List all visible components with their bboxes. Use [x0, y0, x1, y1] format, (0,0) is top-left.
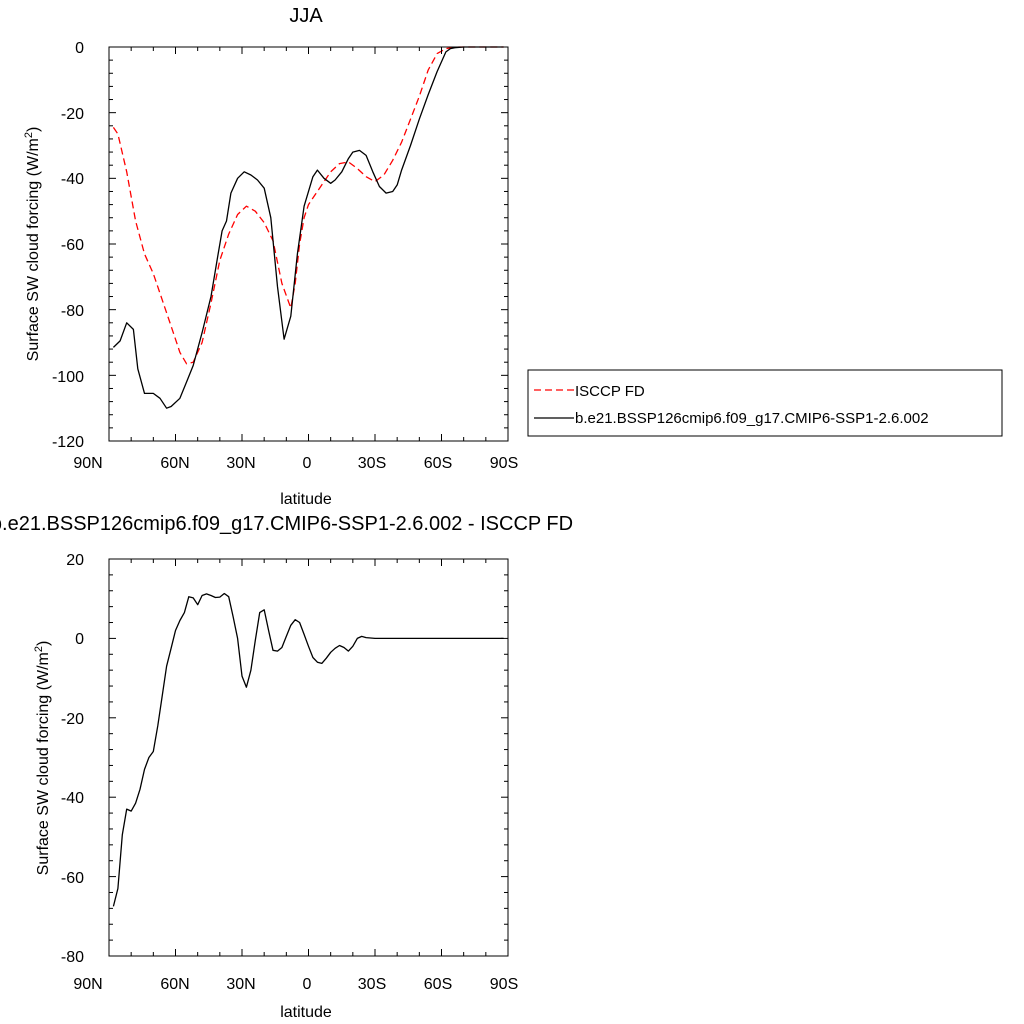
bottom-plot-frame [108, 558, 509, 957]
bottom-x-tick-label-30S: 30S [358, 976, 386, 993]
top-x-tick-label-60N: 60N [160, 455, 189, 472]
top-axis-ticks [108, 46, 509, 442]
top-x-axis-title: latitude [280, 491, 332, 508]
top-y-tick-label-minus40: -40 [61, 171, 84, 188]
bottom-y-axis-title-main: Surface SW cloud forcing (W/m [35, 652, 52, 875]
legend: ISCCP FD b.e21.BSSP126cmip6.f09_g17.CMIP… [527, 369, 1003, 437]
top-y-tick-label-minus80: -80 [61, 303, 84, 320]
bottom-y-tick-label-minus60: -60 [61, 870, 84, 887]
top-series-line-1 [112, 46, 504, 409]
bottom-y-tick-label-0: 0 [75, 631, 84, 648]
bottom-y-tick-label-minus80: -80 [61, 949, 84, 966]
bottom-y-axis-title: Surface SW cloud forcing (W/m2) [33, 641, 52, 876]
top-y-tick-label-0: 0 [75, 40, 84, 57]
legend-label-model: b.e21.BSSP126cmip6.f09_g17.CMIP6-SSP1-2.… [575, 410, 929, 427]
top-y-tick-label-minus20: -20 [61, 106, 84, 123]
top-y-tick-label-minus60: -60 [61, 237, 84, 254]
legend-box [527, 369, 1003, 437]
bottom-panel: b.e21.BSSP126cmip6.f09_g17.CMIP6-SSP1-2.… [0, 513, 573, 1021]
bottom-series-line-0 [112, 592, 504, 907]
top-chart-title: JJA [289, 5, 323, 27]
top-plot-frame [108, 46, 509, 442]
bottom-x-tick-label-90S: 90S [490, 976, 518, 993]
bottom-chart-title: b.e21.BSSP126cmip6.f09_g17.CMIP6-SSP1-2.… [0, 513, 573, 535]
top-y-axis-title-main: Surface SW cloud forcing (W/m [25, 138, 42, 361]
bottom-x-tick-label-90N: 90N [73, 976, 102, 993]
top-x-tick-label-0: 0 [303, 455, 312, 472]
top-panel: JJA 90N 60N 30N 0 30S 60S 90S 0 -20 -40 … [23, 5, 518, 508]
bottom-y-axis-title-close: ) [35, 641, 52, 646]
top-x-tick-label-60S: 60S [424, 455, 452, 472]
bottom-x-tick-label-60N: 60N [160, 976, 189, 993]
bottom-y-tick-label-20: 20 [66, 552, 84, 569]
bottom-y-tick-label-minus20: -20 [61, 711, 84, 728]
top-x-tick-label-90N: 90N [73, 455, 102, 472]
bottom-x-tick-label-60S: 60S [424, 976, 452, 993]
bottom-axis-ticks [108, 558, 509, 957]
top-y-axis-title: Surface SW cloud forcing (W/m2) [23, 127, 42, 362]
top-x-tick-label-30N: 30N [226, 455, 255, 472]
top-y-tick-label-minus120: -120 [52, 434, 84, 451]
bottom-x-tick-label-30N: 30N [226, 976, 255, 993]
bottom-series-lines [112, 592, 504, 907]
top-y-tick-label-minus100: -100 [52, 369, 84, 386]
top-x-tick-label-90S: 90S [490, 455, 518, 472]
top-x-tick-label-30S: 30S [358, 455, 386, 472]
legend-label-isccp: ISCCP FD [575, 383, 645, 400]
bottom-x-tick-label-0: 0 [303, 976, 312, 993]
top-series-line-0 [112, 46, 504, 365]
top-y-axis-title-close: ) [25, 127, 42, 132]
bottom-y-tick-label-minus40: -40 [61, 790, 84, 807]
bottom-x-axis-title: latitude [280, 1004, 332, 1021]
top-series-lines [112, 46, 504, 409]
bottom-y-axis-title-sup: 2 [33, 646, 45, 652]
top-y-axis-title-sup: 2 [23, 132, 35, 138]
